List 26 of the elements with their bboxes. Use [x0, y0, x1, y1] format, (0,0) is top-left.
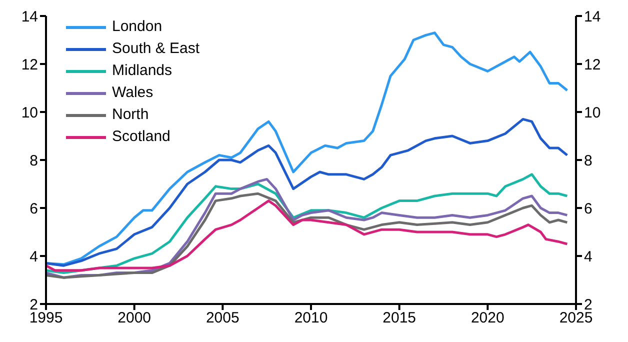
y2-tick-label: 8: [584, 152, 592, 170]
y-tick-label: 14: [21, 8, 38, 26]
x-tick-label: 2000: [118, 310, 152, 327]
y2-tick-label: 10: [584, 104, 601, 122]
x-tick-label: 2005: [206, 310, 240, 327]
legend-label: London: [112, 17, 162, 37]
legend-label: Wales: [112, 83, 154, 103]
line-series: [46, 118, 568, 267]
line-series: [46, 32, 568, 266]
y2-tick-label: 4: [584, 248, 592, 266]
y2-tick-label: 14: [584, 8, 601, 26]
legend-label: Midlands: [112, 61, 172, 81]
y-tick-label: 4: [30, 248, 38, 266]
y2-tick-label: 12: [584, 56, 601, 74]
y-tick-label: 8: [30, 152, 38, 170]
legend-label: South & East: [112, 39, 200, 59]
legend-label: North: [112, 105, 149, 125]
legend-label: Scotland: [112, 127, 170, 147]
x-tick-label: 2015: [382, 310, 416, 327]
y-tick-label: 12: [21, 56, 38, 74]
line-series: [46, 200, 568, 272]
y-tick-label: 6: [30, 200, 38, 218]
x-tick-label: 2010: [294, 310, 328, 327]
y2-tick-label: 6: [584, 200, 592, 218]
y-tick-label: 10: [21, 104, 38, 122]
x-tick-label: 2020: [470, 310, 504, 327]
